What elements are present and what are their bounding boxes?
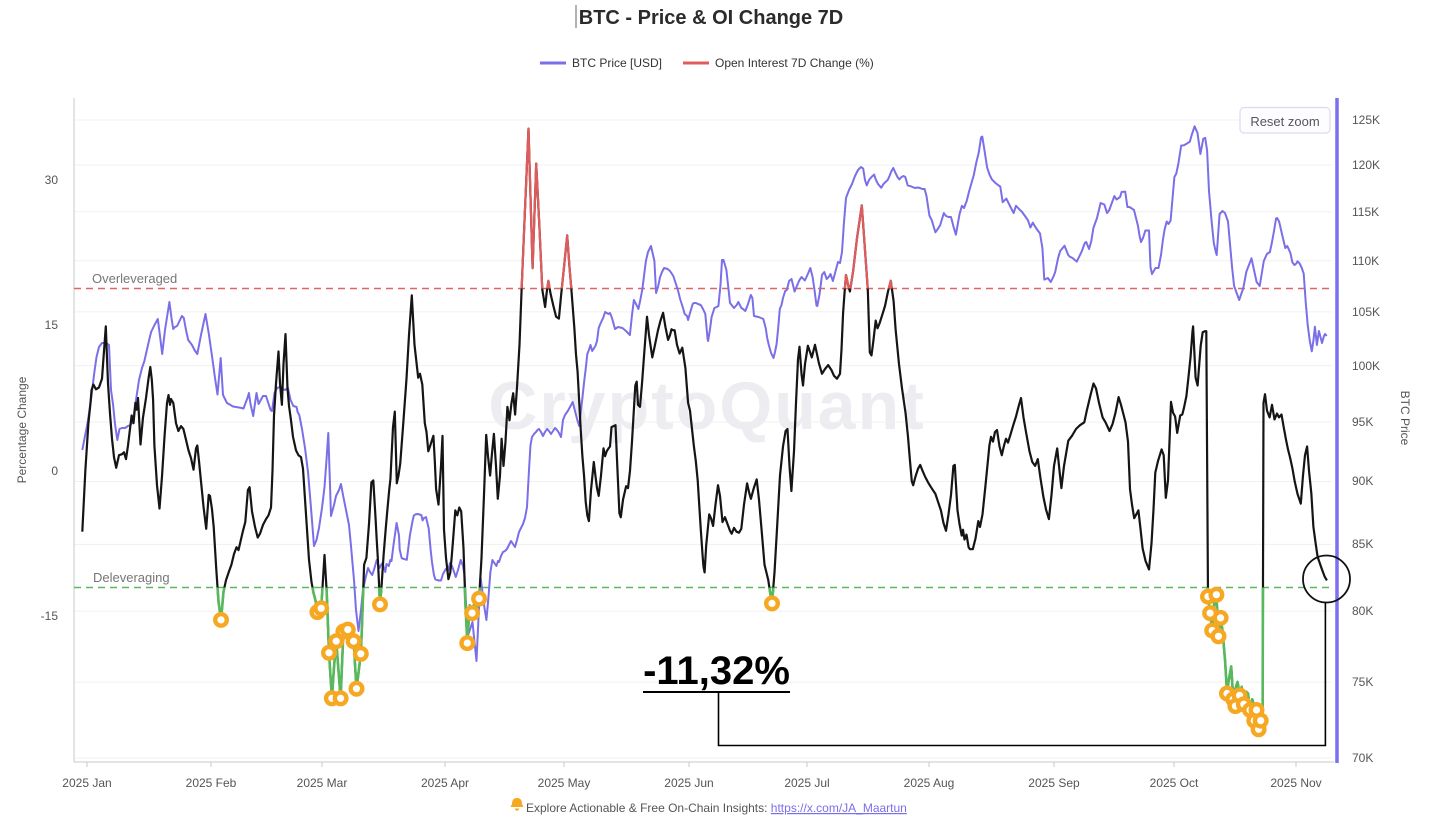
svg-text:2025 Apr: 2025 Apr xyxy=(421,776,469,790)
svg-text:Reset zoom: Reset zoom xyxy=(1250,114,1319,129)
svg-text:2025 Mar: 2025 Mar xyxy=(297,776,348,790)
svg-text:2025 Jan: 2025 Jan xyxy=(62,776,111,790)
svg-text:15: 15 xyxy=(45,318,59,332)
svg-text:Explore Actionable & Free On-C: Explore Actionable & Free On-Chain Insig… xyxy=(526,801,907,815)
svg-text:2025 Aug: 2025 Aug xyxy=(904,776,955,790)
svg-text:2025 Sep: 2025 Sep xyxy=(1028,776,1080,790)
svg-text:75K: 75K xyxy=(1352,675,1373,689)
svg-text:80K: 80K xyxy=(1352,604,1373,618)
svg-text:30: 30 xyxy=(45,173,59,187)
svg-text:100K: 100K xyxy=(1352,359,1380,373)
svg-text:Open Interest 7D Change (%): Open Interest 7D Change (%) xyxy=(715,56,874,70)
svg-text:125K: 125K xyxy=(1352,113,1380,127)
svg-text:110K: 110K xyxy=(1352,254,1379,268)
svg-text:2025 Jul: 2025 Jul xyxy=(784,776,829,790)
svg-text:BTC Price [USD]: BTC Price [USD] xyxy=(572,56,662,70)
svg-text:CryptoQuant: CryptoQuant xyxy=(488,368,926,444)
svg-text:70K: 70K xyxy=(1352,751,1373,765)
svg-text:BTC Price: BTC Price xyxy=(1398,391,1412,446)
svg-text:115K: 115K xyxy=(1352,205,1379,219)
svg-text:95K: 95K xyxy=(1352,415,1373,429)
svg-text:2025 May: 2025 May xyxy=(538,776,591,790)
svg-text:BTC - Price & OI Change 7D: BTC - Price & OI Change 7D xyxy=(579,7,844,29)
svg-text:Overleveraged: Overleveraged xyxy=(92,271,177,286)
svg-text:-11,32%: -11,32% xyxy=(643,649,790,693)
svg-text:90K: 90K xyxy=(1352,474,1373,488)
svg-text:120K: 120K xyxy=(1352,158,1380,172)
svg-text:2025 Nov: 2025 Nov xyxy=(1270,776,1321,790)
svg-text:0: 0 xyxy=(51,464,58,478)
svg-text:2025 Feb: 2025 Feb xyxy=(186,776,237,790)
svg-text:85K: 85K xyxy=(1352,537,1373,551)
svg-text:Deleveraging: Deleveraging xyxy=(93,570,170,585)
svg-text:2025 Oct: 2025 Oct xyxy=(1150,776,1199,790)
svg-text:105K: 105K xyxy=(1352,305,1380,319)
svg-text:2025 Jun: 2025 Jun xyxy=(664,776,713,790)
svg-text:-15: -15 xyxy=(41,609,59,623)
svg-text:Percentage Change: Percentage Change xyxy=(15,376,29,483)
